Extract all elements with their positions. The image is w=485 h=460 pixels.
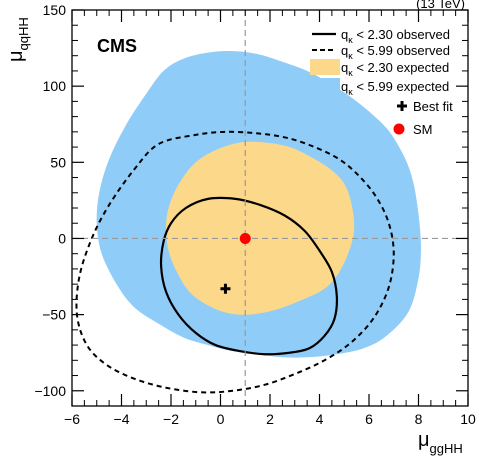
header-fragment: (13 TeV) xyxy=(416,0,465,11)
y-axis-subscript: qqHH xyxy=(16,17,31,50)
y-tick-label: −50 xyxy=(42,307,66,323)
x-tick-label: −6 xyxy=(64,411,80,427)
legend-entry-q-kappa-2-30-expected: qκ < 2.30 expected xyxy=(310,59,449,78)
legend-swatch xyxy=(310,59,340,75)
plot-frame xyxy=(71,9,469,407)
x-tick-label: −2 xyxy=(163,411,179,427)
svg-text:μggHH: μggHH xyxy=(418,429,463,456)
reference-lines xyxy=(72,10,468,406)
legend-entry-q-kappa-5-99-observed: qκ < 5.99 observed xyxy=(312,43,450,61)
series-q-kappa-2-30-observed xyxy=(159,196,339,356)
legend-swatch xyxy=(310,78,340,94)
legend-label: Best fit xyxy=(413,99,453,114)
x-tick-label: 6 xyxy=(365,411,373,427)
y-tick-label: 50 xyxy=(50,154,66,170)
x-axis-subscript: ggHH xyxy=(430,441,463,456)
y-axis-title: μqqHH xyxy=(5,17,31,62)
x-tick-label: 2 xyxy=(266,411,274,427)
series-q-kappa-5-99-observed xyxy=(75,130,395,394)
x-tick-label: −4 xyxy=(114,411,130,427)
y-tick-label: 100 xyxy=(43,78,67,94)
legend-label: qκ < 5.99 observed xyxy=(341,43,450,61)
legend-label: qκ < 5.99 expected xyxy=(341,79,449,97)
legend-entry-q-kappa-5-99-expected: qκ < 5.99 expected xyxy=(310,78,449,97)
x-tick-label: 0 xyxy=(217,411,225,427)
legend-entry-sm: SM xyxy=(393,122,433,137)
x-tick-label: 10 xyxy=(460,411,476,427)
series-q-kappa-2-30-expected xyxy=(165,141,355,315)
x-tick-label: 4 xyxy=(316,411,324,427)
x-axis-title: μggHH xyxy=(418,429,463,456)
marker-layer xyxy=(220,232,251,294)
x-axis-symbol: μ xyxy=(418,429,430,451)
x-tick-label: 8 xyxy=(415,411,423,427)
legend-entry-q-kappa-2-30-observed: qκ < 2.30 observed xyxy=(312,27,450,45)
y-tick-label: 150 xyxy=(43,2,67,18)
legend-label: qκ < 2.30 observed xyxy=(341,27,450,45)
y-axis-symbol: μ xyxy=(5,50,27,62)
legend-swatch xyxy=(397,101,407,111)
legend-label: qκ < 2.30 expected xyxy=(341,60,449,78)
axis-ticks: −6 −4 −2 0 2 4 6 8 10 −100 −50 0 50 100 150 xyxy=(34,2,476,427)
sm-marker xyxy=(239,232,251,244)
y-tick-label: −100 xyxy=(34,383,66,399)
legend-label: SM xyxy=(413,122,433,137)
cms-label: CMS xyxy=(97,36,137,56)
best-fit-marker xyxy=(220,283,231,294)
legend-swatch xyxy=(393,123,405,135)
contour-layer xyxy=(75,51,421,394)
svg-text:μqqHH: μqqHH xyxy=(5,17,31,62)
y-tick-label: 0 xyxy=(58,230,66,246)
legend-entry-best-fit: Best fit xyxy=(397,99,453,114)
